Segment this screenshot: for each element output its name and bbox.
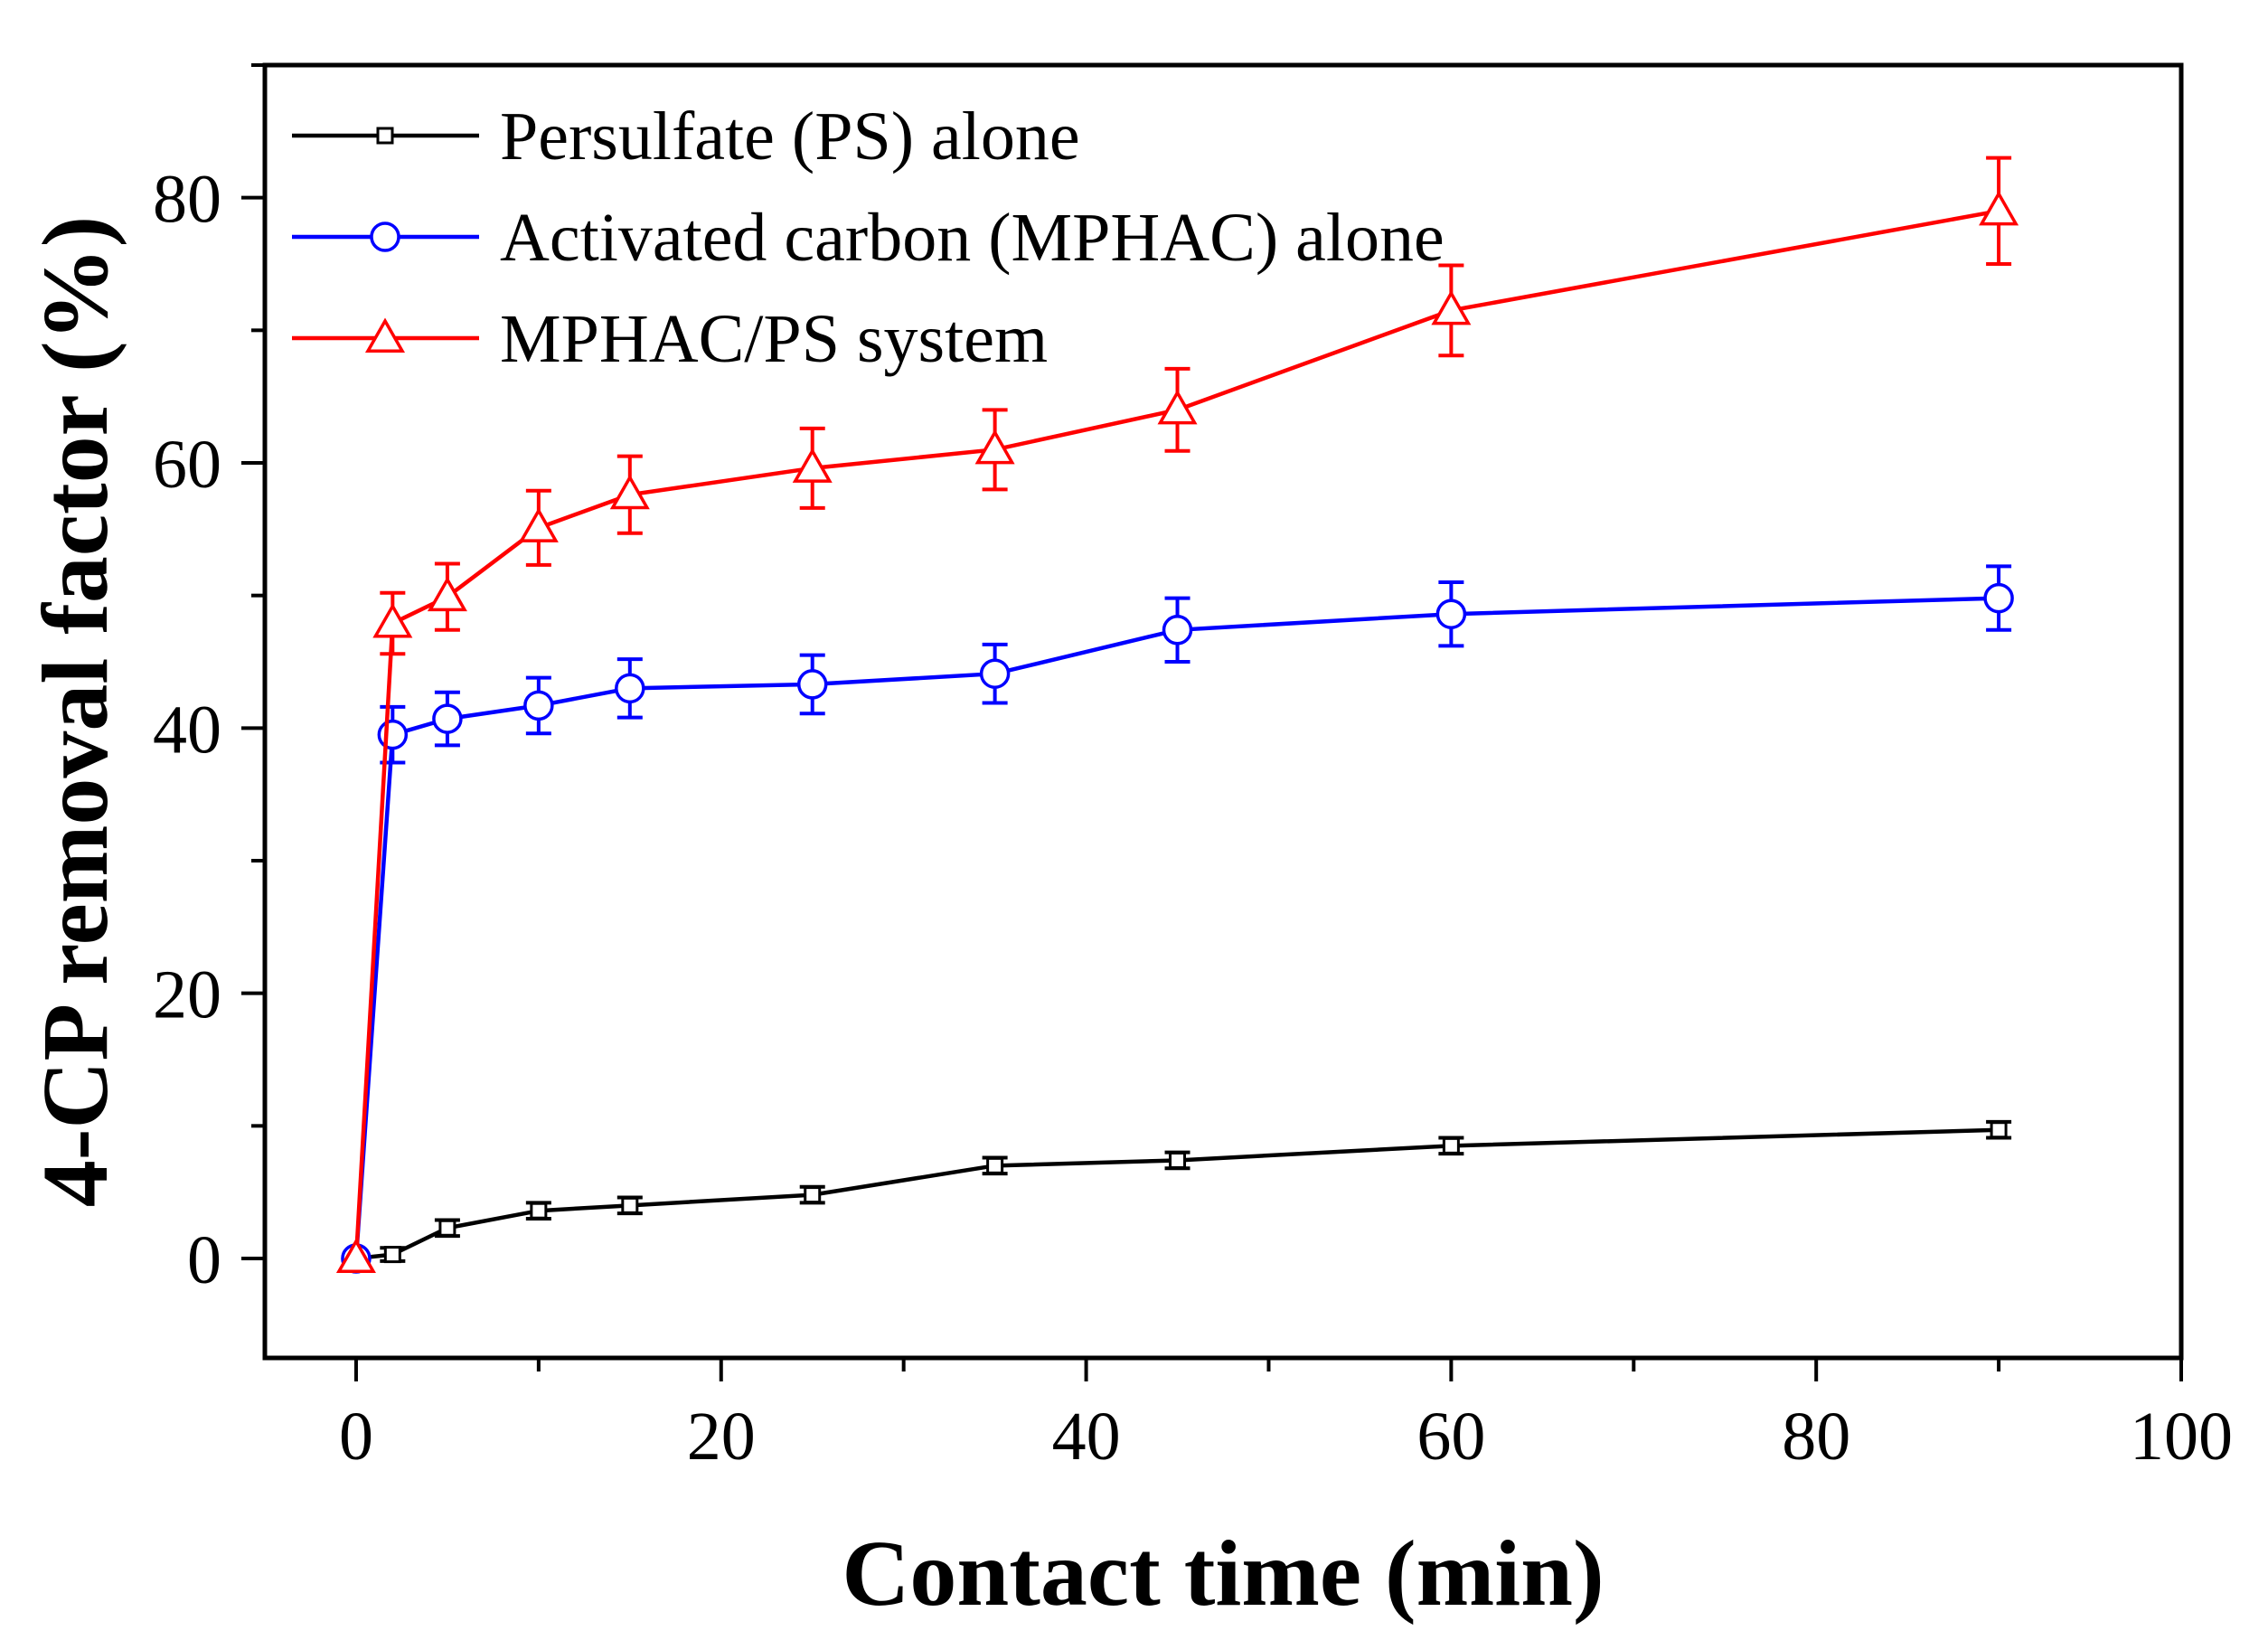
series-line bbox=[353, 209, 2000, 1259]
data-point-square bbox=[438, 1219, 456, 1237]
series-line bbox=[355, 1127, 2000, 1261]
data-point-triangle bbox=[427, 576, 467, 612]
x-tick-label: 80 bbox=[1782, 1399, 1850, 1475]
x-axis-title: Contact time (min) bbox=[842, 1522, 1604, 1626]
x-tick-label: 60 bbox=[1416, 1399, 1485, 1475]
y-tick-label: 40 bbox=[153, 692, 221, 768]
plot-frame bbox=[262, 62, 2184, 1361]
data-point-square bbox=[1442, 1136, 1460, 1155]
data-point-triangle bbox=[1157, 389, 1198, 425]
legend-label: MPHAC/PS system bbox=[500, 301, 1048, 377]
data-point-circle bbox=[979, 658, 1011, 689]
data-point-square bbox=[804, 1186, 822, 1204]
data-point-triangle bbox=[372, 602, 413, 638]
series-square bbox=[343, 1119, 2012, 1268]
data-point-circle bbox=[796, 669, 828, 700]
data-point-circle bbox=[1983, 582, 2014, 614]
series-line bbox=[353, 596, 2000, 1259]
data-point-square bbox=[1990, 1121, 2008, 1139]
data-point-square bbox=[986, 1156, 1004, 1174]
data-point-square bbox=[383, 1246, 401, 1264]
x-tick-label: 0 bbox=[339, 1399, 373, 1475]
data-point-circle bbox=[1162, 615, 1193, 646]
y-tick-label: 20 bbox=[153, 957, 221, 1033]
data-point-square bbox=[530, 1202, 548, 1220]
data-point-triangle bbox=[335, 1238, 376, 1273]
legend-label: Persulfate (PS) alone bbox=[500, 99, 1080, 174]
series-circle bbox=[341, 564, 2014, 1274]
data-point-circle bbox=[615, 673, 645, 704]
legend-marker-circle bbox=[370, 221, 400, 252]
y-tick-label: 0 bbox=[187, 1222, 221, 1298]
legend-marker-triangle bbox=[364, 317, 406, 353]
data-point-circle bbox=[432, 703, 463, 734]
data-point-triangle bbox=[518, 507, 559, 542]
y-tick-label: 60 bbox=[153, 427, 221, 503]
series-layer bbox=[335, 156, 2019, 1274]
data-point-square bbox=[621, 1196, 639, 1214]
legend-marker-square bbox=[376, 127, 394, 145]
data-point-triangle bbox=[792, 448, 833, 483]
legend: Persulfate (PS) alone Activated carbon (M… bbox=[292, 99, 1445, 377]
x-tick-label: 40 bbox=[1052, 1399, 1121, 1475]
data-point-square bbox=[1169, 1151, 1187, 1169]
y-tick-label: 80 bbox=[153, 162, 221, 238]
data-point-circle bbox=[1435, 599, 1467, 629]
axis-ticks: 0 20 40 60 80 100 0 20 40 60 80 bbox=[153, 63, 2233, 1475]
series-triangle bbox=[335, 156, 2019, 1273]
data-point-circle bbox=[523, 690, 554, 721]
x-tick-label: 100 bbox=[2130, 1399, 2233, 1475]
data-point-triangle bbox=[1979, 190, 2019, 226]
data-point-circle bbox=[377, 719, 409, 750]
legend-label: Activated carbon (MPHAC) alone bbox=[500, 200, 1445, 276]
data-point-triangle bbox=[1431, 289, 1472, 325]
x-tick-label: 20 bbox=[687, 1399, 756, 1475]
data-point-triangle bbox=[974, 429, 1015, 465]
y-axis-title: 4-CP removal factor (%) bbox=[24, 216, 127, 1207]
data-point-triangle bbox=[609, 474, 650, 510]
